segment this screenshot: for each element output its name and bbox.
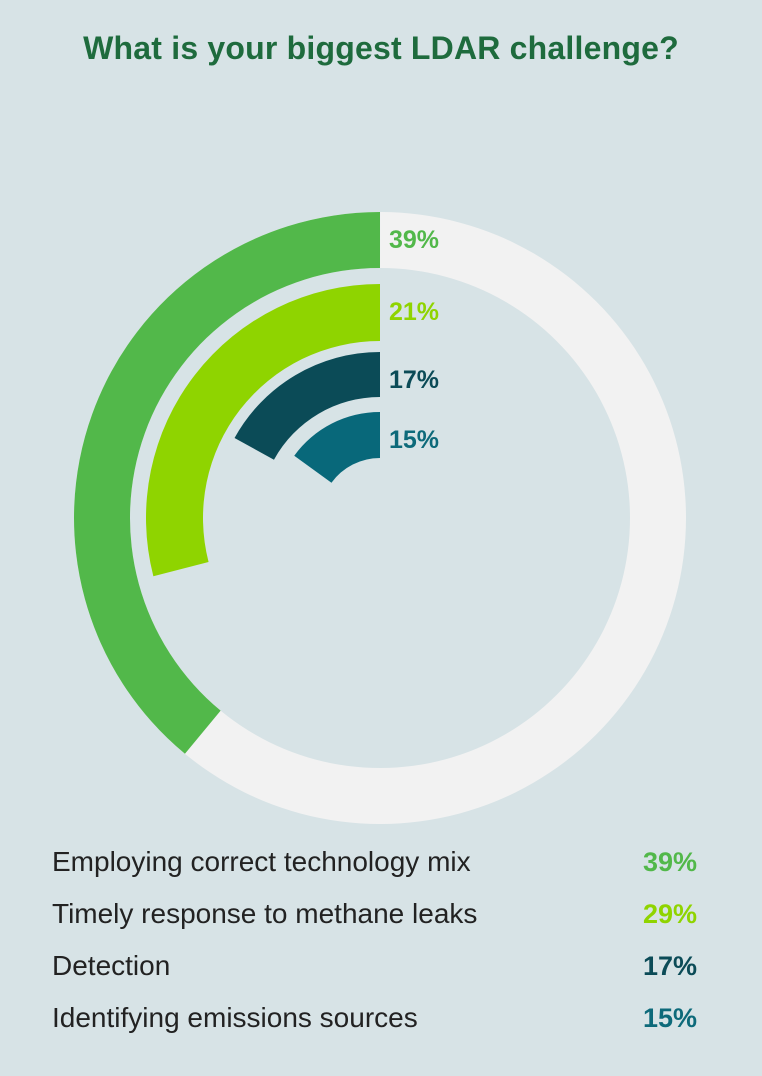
legend-label: Detection [52,950,171,981]
legend-row-technology-mix: Employing correct technology mix 39% [52,836,697,888]
data-label-4: 15% [389,426,439,454]
data-label-1: 39% [389,226,439,254]
legend-row-emissions-sources: Identifying emissions sources 15% [52,992,697,1044]
legend: Employing correct technology mix 39% Tim… [52,836,697,1044]
legend-value: 39% [642,846,697,877]
data-label-3: 17% [389,366,439,394]
legend-value: 29% [642,898,697,929]
bar-arc-2 [146,284,380,577]
data-label-2: 21% [389,298,439,326]
legend-label: Identifying emissions sources [52,1002,418,1033]
radial-bar-chart: 39% 21% 17% 15% [74,212,687,825]
chart-title: What is your biggest LDAR challenge? [83,30,679,66]
legend-label: Timely response to methane leaks [52,898,478,929]
legend-value: 17% [642,950,697,981]
bar-arc-4 [294,412,380,483]
bar-arc-3 [234,352,380,460]
bar-arc-1 [74,212,380,754]
legend-row-detection: Detection 17% [52,940,697,992]
legend-row-timely-response: Timely response to methane leaks 29% [52,888,697,940]
legend-value: 15% [642,1002,697,1033]
legend-label: Employing correct technology mix [52,846,471,877]
